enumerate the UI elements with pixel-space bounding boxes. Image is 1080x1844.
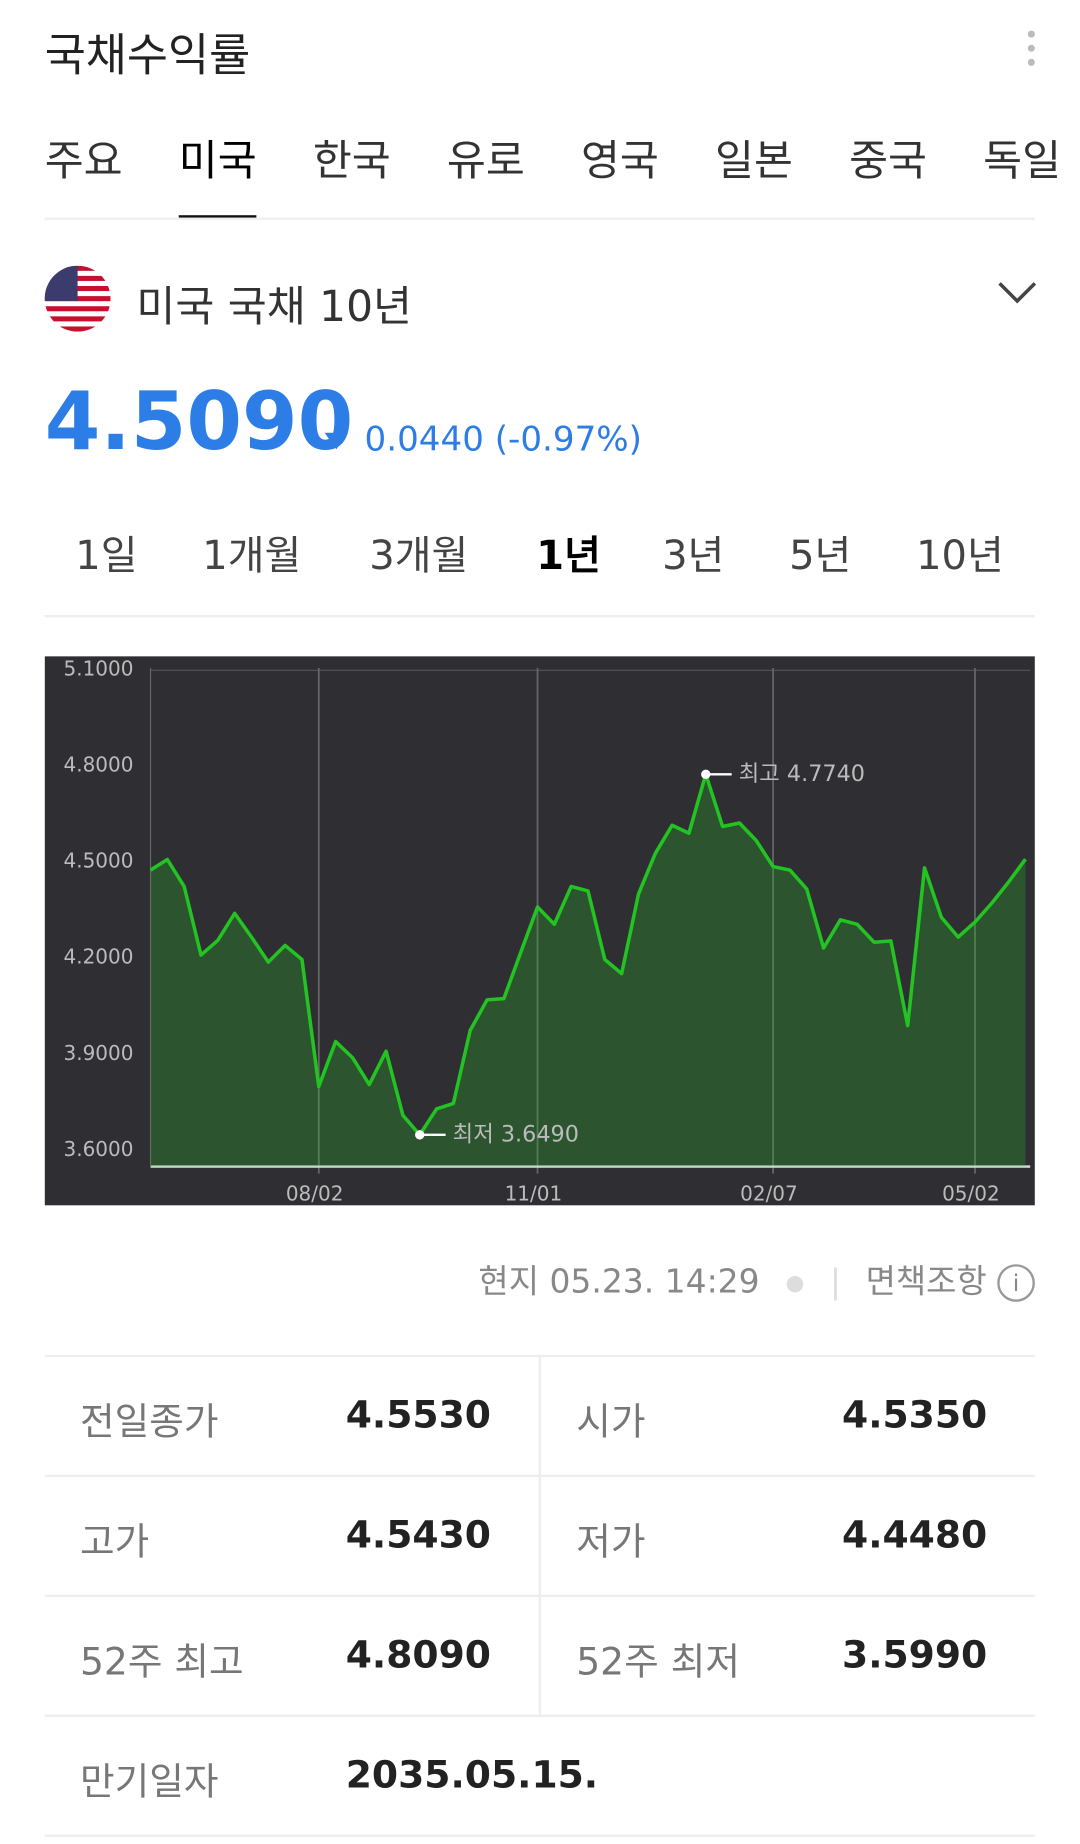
timestamp-bar: 현지 05.23. 14:29 | 면책조항 i [478, 1256, 1035, 1303]
x-tick-label: 02/07 [740, 1181, 798, 1205]
line [149, 772, 1027, 1137]
area [150, 774, 1026, 1167]
timestamp: 현지 05.23. 14:29 [478, 1261, 760, 1301]
stats-table: 전일종가 4.5530 시가 4.5350 고가 4.5430 저가 4.4480 52주 최고… [44, 1354, 1035, 1837]
stat-label: 52주 최저 [576, 1639, 740, 1685]
stat-value: 4.5350 [842, 1392, 988, 1438]
stat-value: 3.5990 [842, 1632, 988, 1677]
column-divider [538, 1477, 541, 1595]
tab[interactable]: 미국 [178, 127, 257, 219]
tab[interactable]: 주요 [44, 137, 123, 186]
stat-label: 고가 [79, 1519, 150, 1565]
tab[interactable]: 한국 [312, 137, 391, 186]
status-dot [786, 1275, 803, 1293]
range-option[interactable]: 10년 [916, 532, 1004, 580]
stat-label: 52주 최고 [79, 1639, 244, 1685]
table-row: 고가 4.5430 저가 4.4480 [44, 1474, 1035, 1595]
tab-bar: 주요 미국 한국 유로 영국 일본 중국 독일 [45, 127, 1080, 219]
dropdown-toggle[interactable] [997, 280, 1037, 306]
stat-value: 4.5430 [345, 1512, 491, 1558]
x-tick-label: 05/02 [942, 1181, 1000, 1205]
annotation-label: 최고 4.7740 [739, 761, 865, 787]
stat-value: 4.8090 [345, 1632, 491, 1677]
stat-label: 시가 [576, 1399, 646, 1445]
y-tick-label: 4.2000 [64, 945, 134, 969]
y-tick-label: 4.5000 [64, 849, 134, 873]
tab[interactable]: 유로 [446, 137, 525, 186]
price: 4.5090 [44, 376, 354, 470]
x-tick-label: 11/01 [505, 1181, 563, 1205]
divider [44, 217, 1035, 220]
page-title: 국채수익률 [44, 29, 251, 82]
range-option[interactable]: 5년 [789, 532, 852, 580]
table-row: 52주 최고 4.8090 52주 최저 3.5990 [44, 1594, 1035, 1715]
separator: | [829, 1261, 842, 1301]
chart-background [44, 656, 1035, 1206]
disclaimer[interactable]: 면책조항 [865, 1261, 987, 1301]
info-icon[interactable]: i [997, 1264, 1035, 1302]
stat-value: 4.5530 [345, 1392, 491, 1438]
y-tick-label: 4.8000 [64, 752, 134, 776]
range-option[interactable]: 3개월 [369, 532, 469, 580]
column-divider [538, 1597, 541, 1715]
stat-label: 저가 [576, 1519, 646, 1565]
stat-label: 만기일자 [79, 1759, 219, 1804]
instrument-name: 미국 국채 10년 [136, 283, 412, 332]
tab[interactable]: 일본 [715, 137, 793, 186]
x-tick-label: 08/02 [286, 1181, 344, 1205]
range-option[interactable]: 3년 [662, 532, 725, 580]
range-option[interactable]: 1개월 [202, 532, 302, 580]
down-arrow [324, 432, 349, 450]
range-option[interactable]: 1일 [75, 532, 138, 580]
y-tick-label: 5.1000 [64, 656, 134, 680]
column-divider [538, 1357, 541, 1475]
range-option[interactable]: 1년 [536, 532, 601, 580]
tab[interactable]: 중국 [849, 137, 927, 186]
y-tick-label: 3.6000 [64, 1137, 134, 1161]
stat-value: 2035.05.15. [345, 1752, 599, 1797]
divider [44, 615, 1035, 618]
tab[interactable]: 영국 [580, 137, 659, 186]
price-change: 0.0440 (-0.97%) [324, 418, 643, 459]
annotation-label: 최저 3.6490 [453, 1121, 579, 1147]
stat-value: 4.4480 [842, 1512, 988, 1558]
stat-label: 전일종가 [79, 1399, 219, 1445]
y-tick-label: 3.9000 [64, 1041, 134, 1065]
change-text: 0.0440 (-0.97%) [364, 418, 643, 459]
table-row: 전일종가 4.5530 시가 4.5350 [44, 1354, 1035, 1475]
table-row: 만기일자 2035.05.15. [44, 1714, 1035, 1837]
flag-icon [44, 265, 111, 332]
chart: 3.6000 3.9000 4.2000 4.5000 4.8000 5.1000 08/0… [44, 656, 1035, 1206]
tab[interactable]: 독일 [983, 137, 1062, 186]
menu-button[interactable] [1027, 30, 1037, 73]
